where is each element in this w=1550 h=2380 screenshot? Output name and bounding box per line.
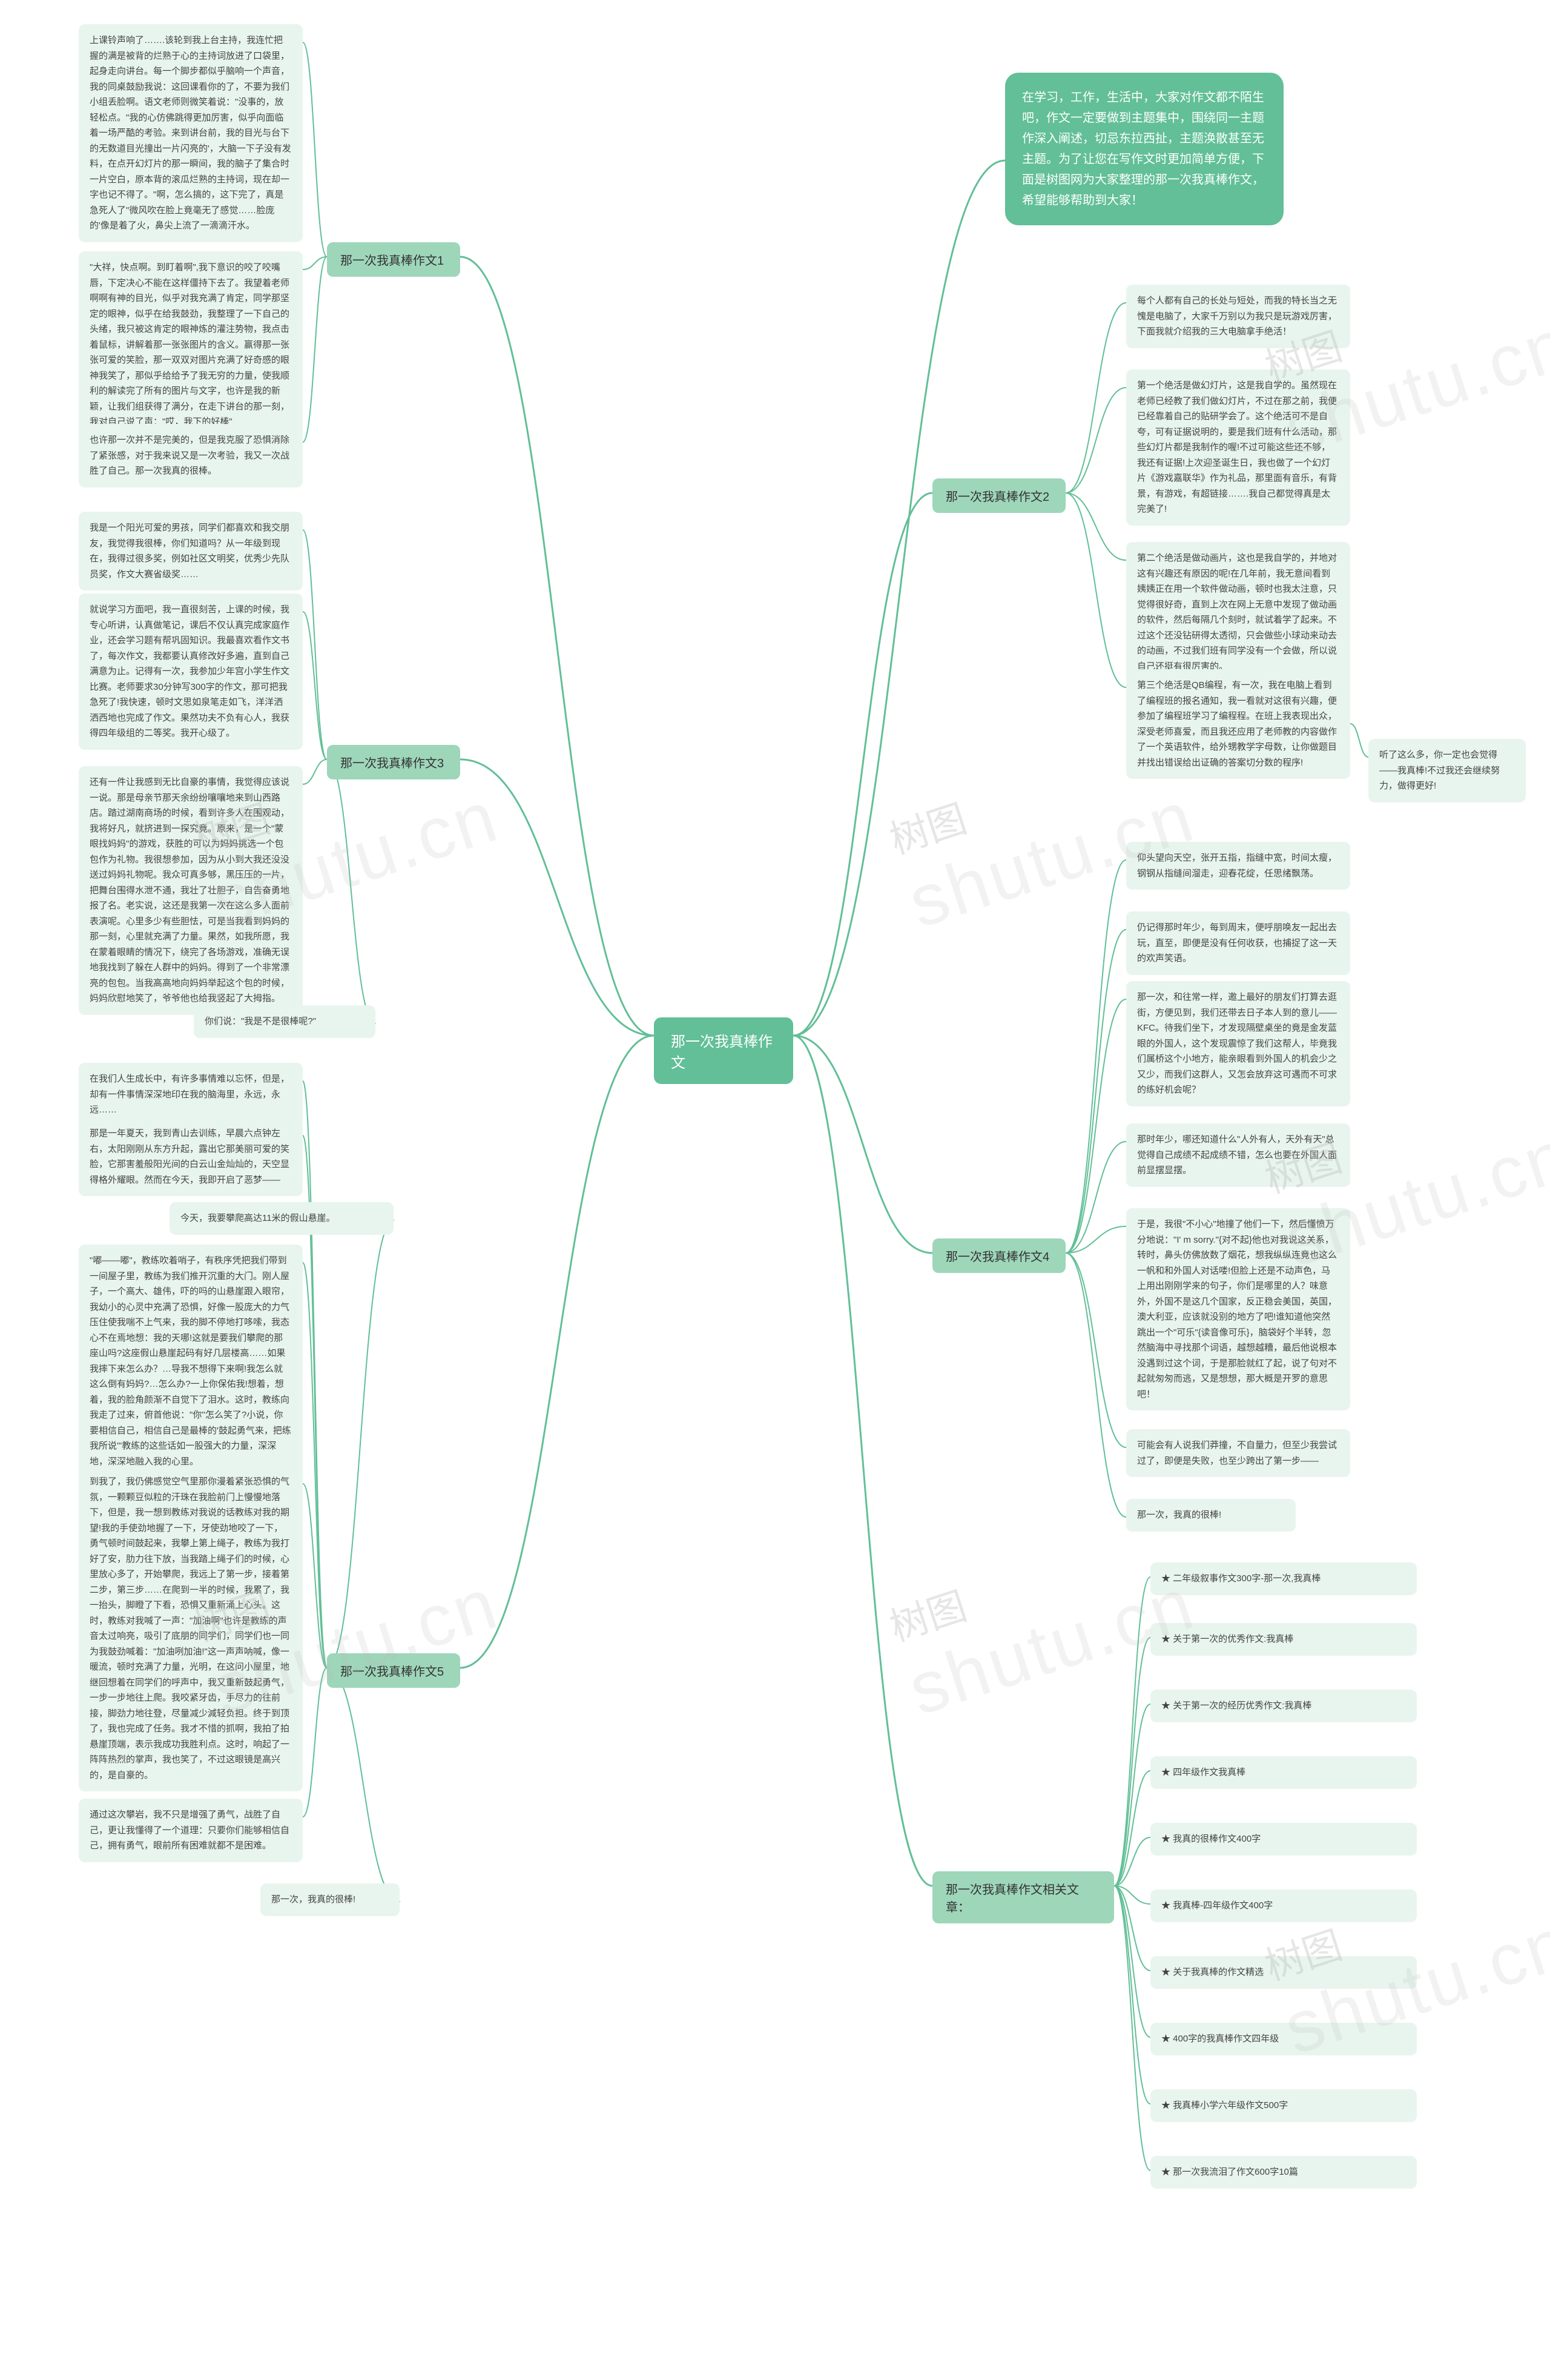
intro-bubble: 在学习，工作，生活中，大家对作文都不陌生吧，作文一定要做到主题集中，围绕同一主题…: [1005, 73, 1284, 225]
leaf-r2-2: 那一次，和往常一样，邀上最好的朋友们打算去逛街，方便见到，我们还带去日子本人到的…: [1126, 981, 1350, 1106]
bullet-4: ★ 我真的很棒作文400字: [1150, 1823, 1417, 1856]
leaf-r2-1: 仍记得那时年少，每到周末，便呼朋唤友一起出去玩，直至，即便是没有任何收获，也捕捉…: [1126, 911, 1350, 975]
leaf-l2-2: 今天，我要攀爬高达11米的假山悬崖。: [170, 1202, 394, 1235]
leaf-l0-0: 上课铃声响了…….该轮到我上台主持，我连忙把握的满是被背的烂熟于心的主持词放进了…: [79, 24, 303, 242]
leaf-r1-0: 每个人都有自己的长处与短处，而我的特长当之无愧是电脑了，大家千万别以为我只是玩游…: [1126, 285, 1350, 348]
leaf-r2-5: 可能会有人说我们莽撞，不自量力，但至少我尝试过了，即便是失败，也至少跨出了第一步…: [1126, 1429, 1350, 1477]
branch-right-3: 那一次我真棒作文相关文章：: [932, 1871, 1114, 1923]
bullet-5: ★ 我真棒-四年级作文400字: [1150, 1889, 1417, 1922]
leaf-l1-2: 还有一件让我感到无比自豪的事情，我觉得应该说一说。那是母亲节那天余纷纷嚷嚷地来到…: [79, 766, 303, 1015]
leaf-l1-1: 就说学习方面吧，我一直很刻苦，上课的时候，我专心听讲，认真做笔记，课后不仅认真完…: [79, 593, 303, 750]
leaf-r2-3: 那时年少，哪还知道什么"人外有人，天外有天"总觉得自己成绩不起成绩不错，怎么也要…: [1126, 1123, 1350, 1187]
tail-r1: 听了这么多，你一定也会觉得——我真棒!不过我还会继续努力，做得更好!: [1368, 739, 1526, 802]
branch-left-2: 那一次我真棒作文5: [327, 1653, 460, 1688]
leaf-r2-4: 于是，我很"不小心"地撞了他们一下，然后懂愤万分地说："I' m sorry."…: [1126, 1208, 1350, 1410]
bullet-9: ★ 那一次我流泪了作文600字10篇: [1150, 2156, 1417, 2189]
bullet-8: ★ 我真棒小学六年级作文500字: [1150, 2089, 1417, 2122]
leaf-l2-3: "嘟——嘟"，教练吹着哨子，有秩序凭把我们带到一间屋子里，教练为我们推开沉重的大…: [79, 1245, 303, 1478]
leaf-r2-6: 那一次，我真的很棒!: [1126, 1499, 1296, 1532]
leaf-l0-1: "大祥，快点啊。到盯着啊",我下意识的咬了咬嘴唇，下定决心不能在这样僵持下去了。…: [79, 251, 303, 438]
branch-right-1: 那一次我真棒作文2: [932, 478, 1066, 513]
leaf-l1-0: 我是一个阳光可爱的男孩，同学们都喜欢和我交朋友，我觉得我很棒，你们知道吗？从一年…: [79, 512, 303, 590]
leaf-l2-6: 那一次，我真的很棒!: [260, 1883, 400, 1916]
bullet-6: ★ 关于我真棒的作文精选: [1150, 1956, 1417, 1989]
leaf-l2-1: 那是一年夏天，我到青山去训练，早晨六点钟左右，太阳刚刚从东方升起，露出它那美丽可…: [79, 1117, 303, 1196]
bullet-3: ★ 四年级作文我真棒: [1150, 1756, 1417, 1789]
leaf-l2-0: 在我们人生成长中，有许多事情难以忘怀，但是，却有一件事情深深地印在我的脑海里，永…: [79, 1063, 303, 1126]
branch-left-0: 那一次我真棒作文1: [327, 242, 460, 277]
leaf-l2-5: 通过这次攀岩，我不只是增强了勇气，战胜了自己，更让我懂得了一个道理：只要你们能够…: [79, 1799, 303, 1862]
root-node: 那一次我真棒作文: [654, 1017, 793, 1084]
leaf-r1-1: 第一个绝活是做幻灯片，这是我自学的。虽然现在老师已经教了我们做幻灯片，不过在那之…: [1126, 369, 1350, 526]
branch-left-1: 那一次我真棒作文3: [327, 745, 460, 779]
leaf-r2-0: 仰头望向天空，张开五指，指缝中宽，时间太瘦，钢钢从指缝间溜走，迎春花绽，任思绪飘…: [1126, 842, 1350, 890]
leaf-l2-4: 到我了，我仍佛感觉空气里那你漫着紧张恐惧的气氛，一颗颗豆似粒的汗珠在我脸前门上慢…: [79, 1466, 303, 1791]
bullet-1: ★ 关于第一次的优秀作文:我真棒: [1150, 1623, 1417, 1656]
bullet-7: ★ 400字的我真棒作文四年级: [1150, 2023, 1417, 2055]
branch-right-2: 那一次我真棒作文4: [932, 1238, 1066, 1273]
bullet-0: ★ 二年级叙事作文300字-那一次,我真棒: [1150, 1562, 1417, 1595]
leaf-l1-3: 你们说："我是不是很棒呢?": [194, 1005, 375, 1038]
bullet-2: ★ 关于第一次的经历优秀作文:我真棒: [1150, 1690, 1417, 1722]
leaf-r1-2: 第二个绝活是做动画片，这也是我自学的，并地对这有兴趣还有原因的呢!在几年前，我无…: [1126, 542, 1350, 683]
leaf-r1-3: 第三个绝活是QB编程，有一次，我在电脑上看到了编程班的报名通知，我一看就对这很有…: [1126, 669, 1350, 779]
leaf-l0-2: 也许那一次并不是完美的，但是我克服了恐惧消除了紧张感，对于我来说又是一次考验，我…: [79, 424, 303, 488]
